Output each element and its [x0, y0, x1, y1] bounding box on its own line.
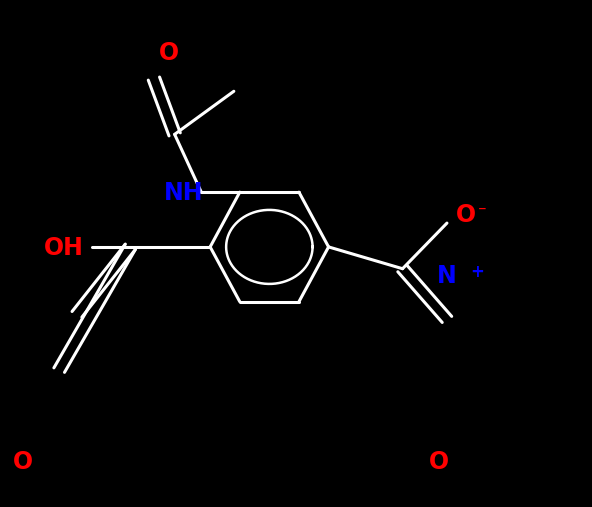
Text: O: O [12, 450, 33, 475]
Text: NH: NH [164, 180, 203, 205]
Text: O: O [429, 450, 449, 475]
Text: OH: OH [44, 236, 84, 261]
Text: O: O [159, 41, 179, 65]
Text: N: N [437, 264, 457, 288]
Text: ⁻: ⁻ [478, 202, 487, 221]
Text: O: O [456, 203, 476, 228]
Text: +: + [471, 263, 484, 281]
